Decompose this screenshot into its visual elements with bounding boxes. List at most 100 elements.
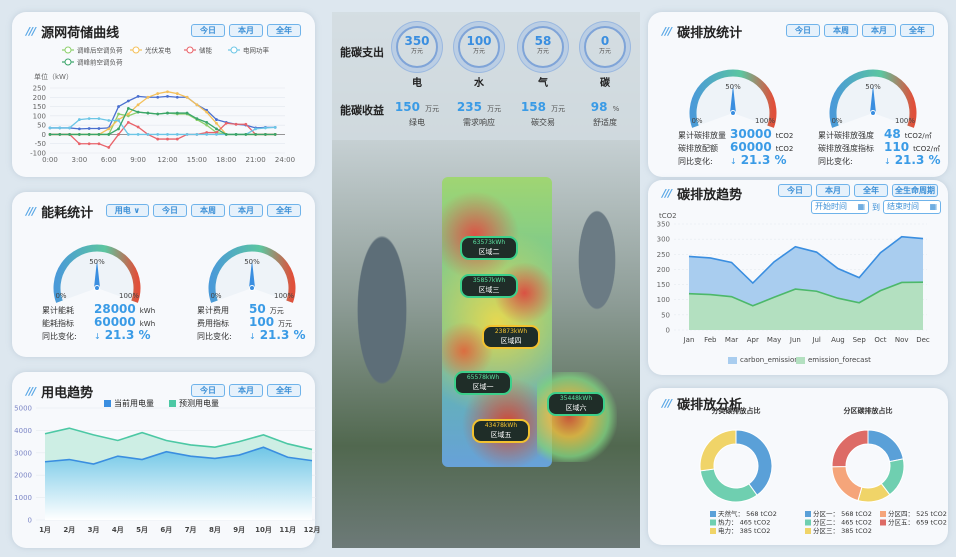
stat-unit: tCO2/㎡	[904, 132, 932, 140]
x-tick-label: 9月	[233, 526, 245, 534]
stat-value: 60000	[730, 140, 772, 154]
stat-label: 同比变化:	[42, 332, 77, 341]
stat-unit: kWh	[139, 320, 156, 328]
zone-tag[interactable]: 35857kWh 区域三	[460, 274, 518, 298]
data-point	[146, 95, 150, 99]
data-point	[68, 133, 71, 136]
legend-swatch	[169, 400, 176, 407]
x-tick-label: May	[767, 336, 781, 344]
stat-value: 21.3 %	[259, 328, 306, 342]
legend-label: 当前用电量	[114, 399, 154, 408]
data-point	[224, 121, 228, 125]
data-point	[107, 133, 111, 136]
panel-title: /// 用电趋势	[26, 382, 93, 401]
legend-label: 分区三： 385 tCO2	[813, 526, 872, 535]
data-point	[48, 126, 52, 130]
zone-tag[interactable]: 43478kWh 区域五	[472, 419, 530, 443]
legend-label: emission_forecast	[808, 356, 871, 364]
week-button[interactable]: 本周	[824, 24, 858, 37]
data-point	[156, 137, 160, 141]
end-date-input[interactable]: 结束时间 ▦	[883, 200, 941, 214]
legend-swatch	[880, 519, 886, 526]
stat-label: 碳排放强度指标	[818, 144, 874, 153]
income-unit: 万元	[551, 105, 566, 113]
today-button[interactable]: 今日	[786, 24, 820, 37]
today-button[interactable]: 今日	[153, 204, 187, 217]
data-point	[195, 103, 199, 107]
y-tick-label: 250	[657, 251, 670, 259]
income-value: 235	[456, 100, 482, 114]
type-select[interactable]: 用电 ∨	[105, 204, 149, 217]
data-point	[126, 133, 130, 136]
gauge-needle	[870, 85, 876, 113]
legend-label: 天然气： 568 tCO2	[718, 509, 777, 518]
pie-title: 分区碳排放占比	[844, 406, 893, 415]
data-point	[126, 99, 130, 103]
pie-slice	[699, 468, 758, 503]
month-button[interactable]: 本月	[862, 24, 896, 37]
data-point	[156, 95, 160, 99]
gauge-stat-row: 同比变化: ↓ 21.3 %	[678, 153, 791, 167]
year-button[interactable]: 全年	[267, 384, 301, 397]
series-area	[689, 282, 923, 330]
x-tick-label: 4月	[112, 526, 124, 534]
year-button[interactable]: 全年	[854, 184, 888, 197]
gauge-dial: 50% 0% 100%	[208, 244, 296, 303]
today-button[interactable]: 今日	[778, 184, 812, 197]
data-point	[264, 133, 267, 136]
data-point	[97, 142, 101, 146]
month-button[interactable]: 本月	[229, 384, 263, 397]
income-value: 98	[590, 100, 608, 114]
data-point	[185, 133, 189, 136]
x-tick-label: 3:00	[72, 156, 88, 164]
data-point	[195, 117, 199, 121]
title-text: 碳排放统计	[677, 26, 743, 41]
start-date-input[interactable]: 开始时间 ▦	[811, 200, 869, 214]
data-point	[126, 107, 130, 110]
legend-label: 调峰后空调负荷	[77, 46, 123, 55]
x-tick-label: Jun	[789, 336, 801, 344]
legend-label: 光伏发电	[145, 46, 172, 55]
x-tick-label: 5月	[136, 526, 148, 534]
today-button[interactable]: 今日	[191, 384, 225, 397]
data-point	[273, 133, 277, 136]
panel-title: /// 碳排放分析	[662, 394, 742, 413]
stat-unit: tCO2	[775, 132, 794, 140]
data-point	[87, 127, 91, 130]
series-line	[50, 121, 276, 149]
legend-marker	[230, 46, 238, 54]
year-button[interactable]: 全年	[267, 24, 301, 37]
data-point	[185, 95, 189, 99]
x-tick-label: Dec	[916, 336, 930, 344]
month-button[interactable]: 本月	[229, 204, 263, 217]
income-name: 舒适度	[593, 118, 617, 127]
spend-label: 能碳支出	[340, 46, 384, 59]
month-button[interactable]: 本月	[816, 184, 850, 197]
zone-tag[interactable]: 23873kWh 区域四	[482, 325, 540, 349]
y-axis-label: tCO2	[659, 212, 677, 220]
zone-tag[interactable]: 65578kWh 区域一	[454, 371, 512, 395]
zone-tag[interactable]: 35448kWh 区域六	[547, 392, 605, 416]
data-point	[215, 118, 218, 121]
power-chart: 5000 4000 3000 2000 1000 0 1月 2月 3月 4月 5月 6月 7月 8月 9月 1…	[14, 405, 320, 535]
year-button[interactable]: 全年	[900, 24, 934, 37]
gauge-stat-row: 同比变化: ↓ 21.3 %	[197, 328, 310, 342]
week-button[interactable]: 本周	[191, 204, 225, 217]
legend-marker	[64, 46, 72, 54]
data-point	[117, 105, 120, 108]
data-point	[136, 103, 140, 107]
x-tick-label: Oct	[874, 336, 886, 344]
income-item-1: 235 万元 需求响应	[444, 96, 514, 128]
year-button[interactable]: 全年	[267, 204, 301, 217]
month-button[interactable]: 本月	[229, 24, 263, 37]
legend-forecast: emission_forecast	[796, 356, 871, 364]
zone-tag[interactable]: 63573kWh 区域二	[460, 236, 518, 260]
power-trend-panel: /// 用电趋势 今日 本月 全年 当前用电量 预测用电量 5000 4000 3000 2…	[12, 372, 320, 548]
x-tick-label: Nov	[895, 336, 909, 344]
lifecycle-button[interactable]: 全生命周期	[892, 184, 938, 197]
pie-slice	[735, 429, 773, 496]
today-button[interactable]: 今日	[191, 24, 225, 37]
stat-unit: tCO2/㎡	[913, 145, 941, 153]
x-tick-label: 12月	[304, 526, 321, 534]
trend-down-icon: ↓	[94, 332, 101, 341]
